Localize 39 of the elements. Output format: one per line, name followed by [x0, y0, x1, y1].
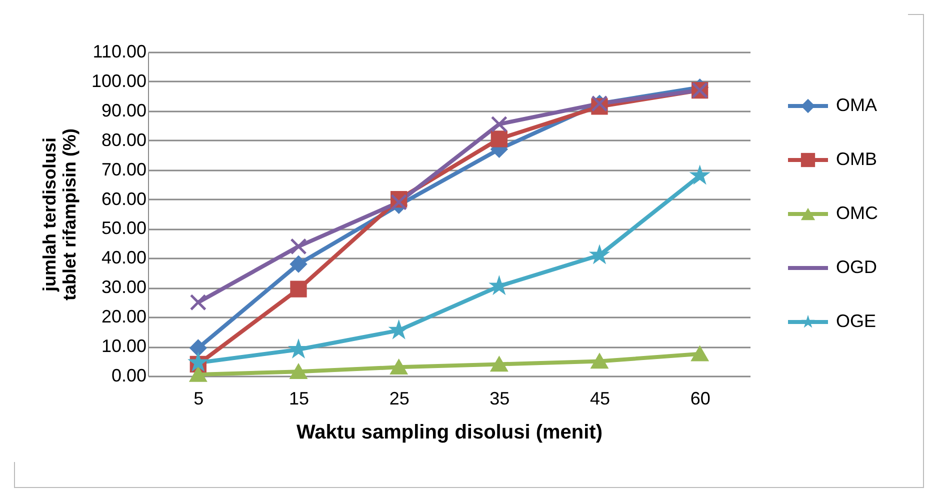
y-axis-title: jumlah terdisolusi tablet rifampisin (%)	[39, 128, 80, 301]
point	[490, 130, 508, 148]
point	[190, 340, 206, 356]
y-tick-label: 20.00	[101, 306, 146, 327]
legend-label: OMA	[836, 95, 878, 115]
legend-label: OMC	[836, 203, 878, 223]
point	[390, 194, 408, 211]
point	[190, 294, 206, 311]
x-tick-label: 60	[690, 388, 710, 408]
y-tick-label: 90.00	[101, 100, 146, 120]
legend-label: OGE	[836, 311, 876, 331]
y-tick-label: 80.00	[101, 130, 146, 150]
y-tick-label: 70.00	[101, 159, 146, 180]
y-tick-label: 50.00	[101, 218, 146, 238]
point	[591, 354, 608, 369]
y-tick-label: 10.00	[101, 336, 146, 356]
y-tick-label: 30.00	[101, 277, 146, 298]
point	[390, 360, 408, 375]
x-tick-label: 35	[490, 388, 510, 408]
y-tick-label: 60.00	[101, 188, 146, 209]
x-tick-label: 15	[288, 388, 310, 408]
x-tick-label: 5	[194, 388, 204, 408]
point	[490, 356, 508, 372]
x-axis-title: Waktu sampling disolusi (menit)	[296, 422, 602, 444]
point	[490, 116, 508, 132]
y-tick-label: 110.00	[92, 42, 146, 62]
x-tick-label: 45	[590, 388, 610, 408]
legend-label: OGD	[836, 257, 878, 277]
point	[290, 238, 307, 255]
y-tick-label: 40.00	[101, 248, 146, 268]
y-tick-label: 0.00	[111, 366, 146, 386]
point	[190, 367, 206, 382]
point	[290, 256, 307, 272]
legend-label: OMB	[836, 149, 878, 169]
point	[290, 280, 307, 298]
point	[692, 346, 708, 362]
y-tick-label: 100.00	[91, 70, 146, 91]
x-tick-label: 25	[389, 388, 410, 408]
point	[290, 364, 307, 379]
